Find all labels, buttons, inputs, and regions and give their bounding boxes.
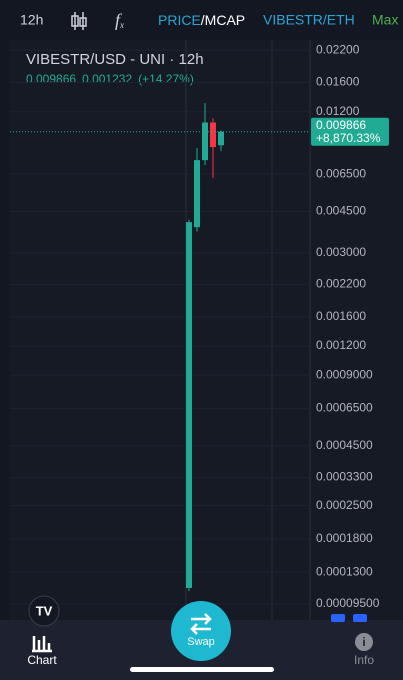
scale-button[interactable] [331, 614, 345, 622]
candle-body [194, 160, 200, 228]
y-tick-label: 0.001200 [316, 338, 366, 352]
indicators-icon[interactable]: fx [115, 10, 124, 30]
chart-tab[interactable]: Chart [27, 636, 57, 667]
y-tick-label: 0.0004500 [316, 438, 373, 452]
swap-button[interactable]: Swap [171, 601, 231, 661]
mcap-option[interactable]: /MCAP [201, 12, 245, 28]
swap-circle [171, 601, 231, 661]
y-tick-label: 0.0001800 [316, 531, 373, 545]
range-button[interactable]: Max [372, 12, 398, 28]
y-tick-label: 0.0001300 [316, 564, 373, 578]
y-tick-label: 0.0009000 [316, 367, 373, 381]
change: 0.001232 [82, 72, 132, 86]
swap-label: Swap [187, 636, 215, 648]
last-price: 0.009866 [26, 72, 76, 86]
price-label-box [311, 117, 389, 146]
home-indicator [130, 667, 274, 672]
tradingview-logo-mark: TV [36, 603, 53, 618]
scale-button[interactable] [353, 614, 367, 622]
candle-body [218, 131, 224, 146]
y-tick-label: 0.002200 [316, 277, 366, 291]
pair-toggle[interactable]: VIBESTR/ETH [263, 12, 355, 28]
y-tick-label: 0.0006500 [316, 401, 373, 415]
y-tick-label: 0.00009500 [316, 596, 380, 610]
interval-button[interactable]: 12h [20, 12, 43, 28]
info-tab[interactable]: i Info [354, 633, 374, 667]
y-tick-label: 0.003000 [316, 245, 366, 259]
y-tick-label: 0.001600 [316, 309, 366, 323]
candle-type-icon[interactable] [71, 12, 87, 30]
price-label: 0.009866 [316, 118, 366, 132]
candle-body [186, 222, 192, 589]
info-icon [355, 633, 373, 651]
info-tab-label: Info [354, 653, 374, 667]
y-tick-label: 0.004500 [316, 204, 366, 218]
y-tick-label: 0.01200 [316, 104, 360, 118]
price-mcap-toggle[interactable]: PRICE/MCAP [158, 12, 245, 28]
price-option[interactable]: PRICE [158, 12, 201, 28]
candle-body [202, 122, 208, 161]
tradingview-logo[interactable] [28, 595, 60, 627]
price-change-label: +8,870.33% [316, 131, 381, 145]
chart-title: VIBESTR/USD - UNI · 12h [26, 51, 204, 68]
info-icon-mark: i [362, 635, 365, 649]
y-tick-label: 0.006500 [316, 166, 366, 180]
ohlc-summary: 0.009866 0.001232 (+14.27%) [26, 72, 194, 86]
change-pct: (+14.27%) [138, 72, 194, 86]
swap-icon [190, 613, 212, 635]
chart-tab-label: Chart [27, 653, 57, 667]
y-tick-label: 0.02200 [316, 42, 360, 56]
chart-tab-icon [32, 636, 52, 653]
y-tick-label: 0.0002500 [316, 498, 373, 512]
candle-body [210, 122, 216, 148]
chart: VIBESTR/USD - UNI · 12h 0.009866 0.001232… [10, 40, 403, 620]
y-tick-label: 0.01600 [316, 75, 360, 89]
y-tick-label: 0.0003300 [316, 470, 373, 484]
